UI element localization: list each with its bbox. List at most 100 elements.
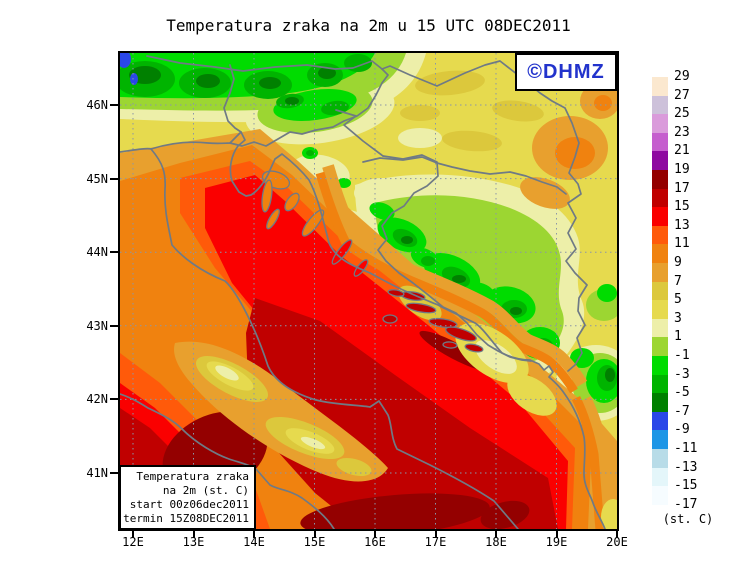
lat-tick-label: 45N [86, 171, 108, 186]
info-line-parameter: Temperatura zraka [136, 470, 249, 483]
colorbar-level-label: 27 [674, 87, 690, 103]
lon-tick-label: 15E [303, 535, 326, 549]
colorbar-level-label: 11 [674, 236, 690, 252]
lat-tick-label: 42N [86, 392, 108, 407]
colorbar-swatch [652, 356, 668, 375]
info-line-termin: termin 15Z08DEC2011 [123, 512, 249, 525]
colorbar-level-label: 7 [674, 273, 682, 289]
info-line-start: start 00z06dec2011 [129, 498, 249, 511]
lon-tick [374, 531, 376, 538]
lat-tick [110, 251, 118, 254]
colorbar-swatch [652, 114, 668, 133]
lat-tick-label: 41N [86, 466, 108, 480]
map-panel [118, 51, 619, 531]
coastline-and-borders [120, 55, 606, 529]
lon-tick-label: 17E [424, 535, 447, 549]
colorbar-level-label: 17 [674, 180, 690, 196]
border-bosnia-north [362, 156, 567, 195]
lat-tick [110, 177, 118, 180]
colorbar-level-label: 5 [674, 292, 682, 308]
colorbar-level-label: 1 [674, 329, 682, 345]
colorbar-swatch [652, 281, 668, 301]
dhmz-watermark: ©DHMZ [515, 53, 617, 91]
dhmz-logo-text: ©DHMZ [527, 60, 605, 83]
colorbar-level-label: -9 [674, 422, 690, 438]
colorbar-swatch [652, 467, 668, 487]
colorbar: 29 27 25 23 21 19 17 15 13 11 9 7 5 3 1 -1 -3 -5 -7 -9 -11 -1… [652, 69, 732, 547]
lat-tick-label: 44N [86, 245, 108, 260]
colorbar-level-label: 3 [674, 310, 682, 326]
lat-tick-label: 46N [86, 98, 108, 112]
border-croatia-east [335, 109, 384, 157]
colorbar-swatch [652, 393, 668, 412]
colorbar-swatch [652, 337, 668, 356]
colorbar-swatch [652, 132, 668, 152]
info-line-level: na 2m (st. C) [162, 484, 249, 497]
colorbar-swatch [652, 77, 668, 96]
coastline-italy-adriatic [150, 148, 519, 529]
temperature-map-canvas [120, 53, 617, 529]
lon-tick [495, 531, 497, 538]
border-italy-slovenia [223, 64, 242, 133]
lon-tick-label: 13E [182, 535, 205, 549]
lat-tick-label: 43N [86, 318, 108, 333]
lat-tick [110, 398, 118, 401]
colorbar-level-label: -1 [674, 348, 690, 363]
colorbar-swatch [652, 170, 668, 189]
colorbar-level-label: -17 [674, 496, 698, 512]
border-bosnia-west [377, 154, 532, 362]
islands [261, 170, 484, 353]
lon-tick-label: 12E [122, 535, 144, 549]
coastline-italy-tyrrhenian [120, 393, 335, 529]
colorbar-swatch [652, 207, 668, 226]
coastline [120, 131, 606, 529]
colorbar-level-label: -11 [674, 441, 698, 456]
colorbar-swatch [652, 430, 668, 449]
colorbar-swatch [652, 318, 668, 338]
northeast-warm-yellow-patches [400, 67, 572, 152]
colorbar-swatch [652, 151, 668, 170]
run-info-box: Temperatura zraka na 2m (st. C) start 00… [119, 465, 256, 530]
alps-cold-region [120, 53, 426, 145]
lon-tick [616, 531, 618, 538]
lat-tick [110, 472, 118, 474]
colorbar-swatch [652, 300, 668, 319]
northeast-orange-patches [520, 83, 617, 209]
lon-tick [253, 531, 255, 538]
apennines-region [174, 341, 388, 482]
colorbar-level-label: 13 [674, 217, 690, 233]
colorbar-unit-label: (st. C) [662, 512, 714, 526]
colorbar-level-label: -5 [674, 385, 690, 401]
colorbar-level-label: 29 [674, 69, 690, 84]
colorbar-level-label: 19 [674, 162, 690, 177]
lon-tick [132, 531, 134, 538]
colorbar-level-label: -13 [674, 459, 698, 475]
colorbar-swatch [652, 263, 668, 282]
colorbar-swatch [652, 486, 668, 505]
lon-tick [313, 531, 316, 538]
colorbar-level-label: 9 [674, 255, 682, 270]
lon-tick [555, 531, 558, 538]
colorbar-level-label: 21 [674, 143, 690, 159]
colorbar-level-label: 15 [674, 199, 690, 215]
border-slovenia-croatia [229, 68, 389, 147]
lon-tick-label: 19E [545, 535, 568, 549]
lat-tick [110, 324, 118, 327]
colorbar-swatch [652, 95, 668, 115]
colorbar-swatch [652, 374, 668, 394]
colorbar-level-label: 25 [674, 106, 690, 122]
colorbar-swatch [652, 244, 668, 263]
lon-tick [192, 531, 195, 538]
colorbar-level-label: 23 [674, 124, 690, 140]
lon-tick-label: 18E [485, 535, 507, 549]
lon-tick-label: 16E [364, 535, 386, 549]
colorbar-swatch [652, 188, 668, 208]
page-title: Temperatura zraka na 2m u 15 UTC 08DEC20… [166, 16, 571, 35]
lon-tick-label: 14E [243, 535, 265, 549]
colorbar-level-label: -15 [674, 478, 698, 494]
lat-tick [110, 104, 118, 106]
colorbar-swatch [652, 411, 668, 431]
border-north [146, 55, 588, 372]
lon-tick [434, 531, 437, 538]
